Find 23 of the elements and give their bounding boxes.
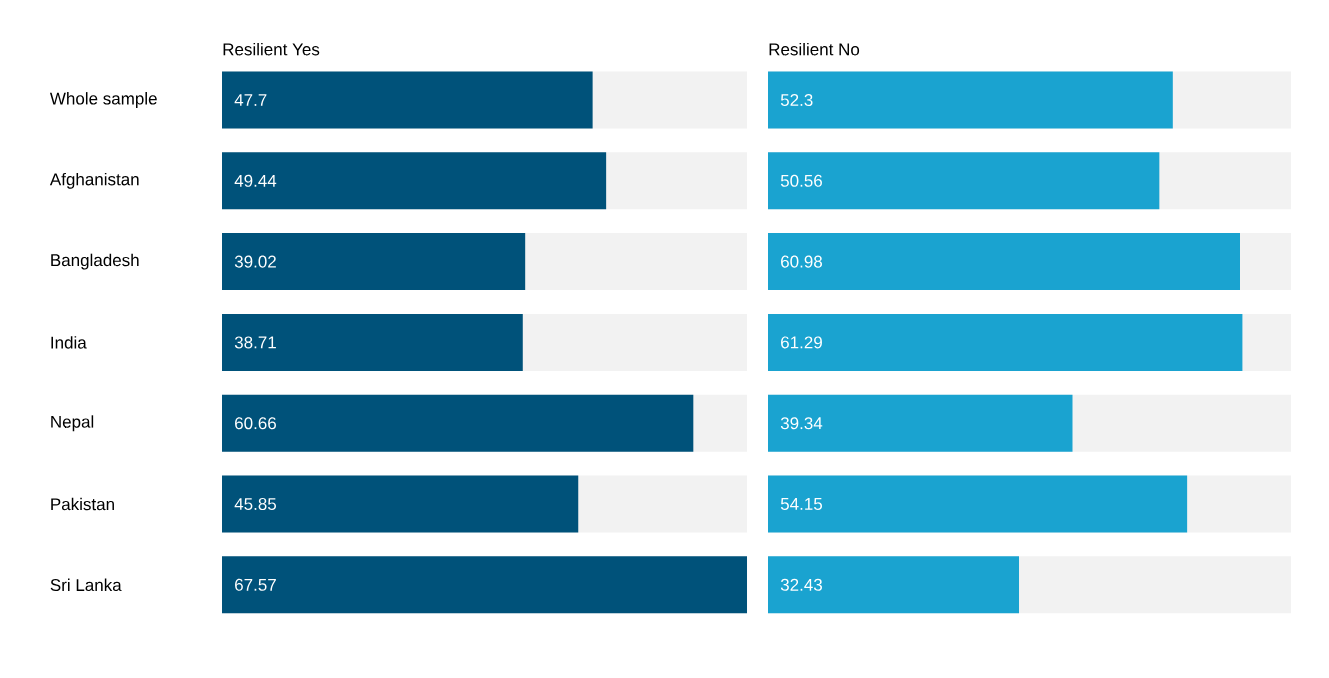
y-tick-label: Pakistan bbox=[51, 497, 114, 511]
chart-title: Resilient Yes bbox=[223, 42, 320, 56]
data-label: 52.3 bbox=[780, 93, 813, 107]
data-label: 60.98 bbox=[781, 255, 822, 268]
data-label: 50.56 bbox=[780, 174, 822, 187]
y-tick-label: Sri Lanka bbox=[50, 578, 122, 592]
y-tick-label: Nepal bbox=[51, 415, 94, 432]
data-label: 39.02 bbox=[234, 255, 276, 268]
data-label: 39.34 bbox=[780, 417, 823, 430]
y-tick-label: Whole sample bbox=[49, 92, 157, 108]
data-label: 47.7 bbox=[234, 94, 267, 106]
chart-title: Resilient No bbox=[769, 42, 860, 56]
data-label: 45.85 bbox=[234, 497, 277, 511]
y-tick-label: Afghanistan bbox=[49, 172, 139, 189]
data-label: 38.71 bbox=[234, 336, 276, 349]
y-tick-label: Bangladesh bbox=[51, 253, 139, 270]
data-label: 61.29 bbox=[781, 336, 822, 349]
data-label: 67.57 bbox=[235, 578, 276, 591]
data-label: 60.66 bbox=[235, 417, 276, 430]
data-label: 54.15 bbox=[780, 498, 823, 510]
data-label: 49.44 bbox=[234, 174, 277, 187]
data-label: 32.43 bbox=[780, 578, 822, 591]
y-tick-label: India bbox=[51, 336, 87, 349]
